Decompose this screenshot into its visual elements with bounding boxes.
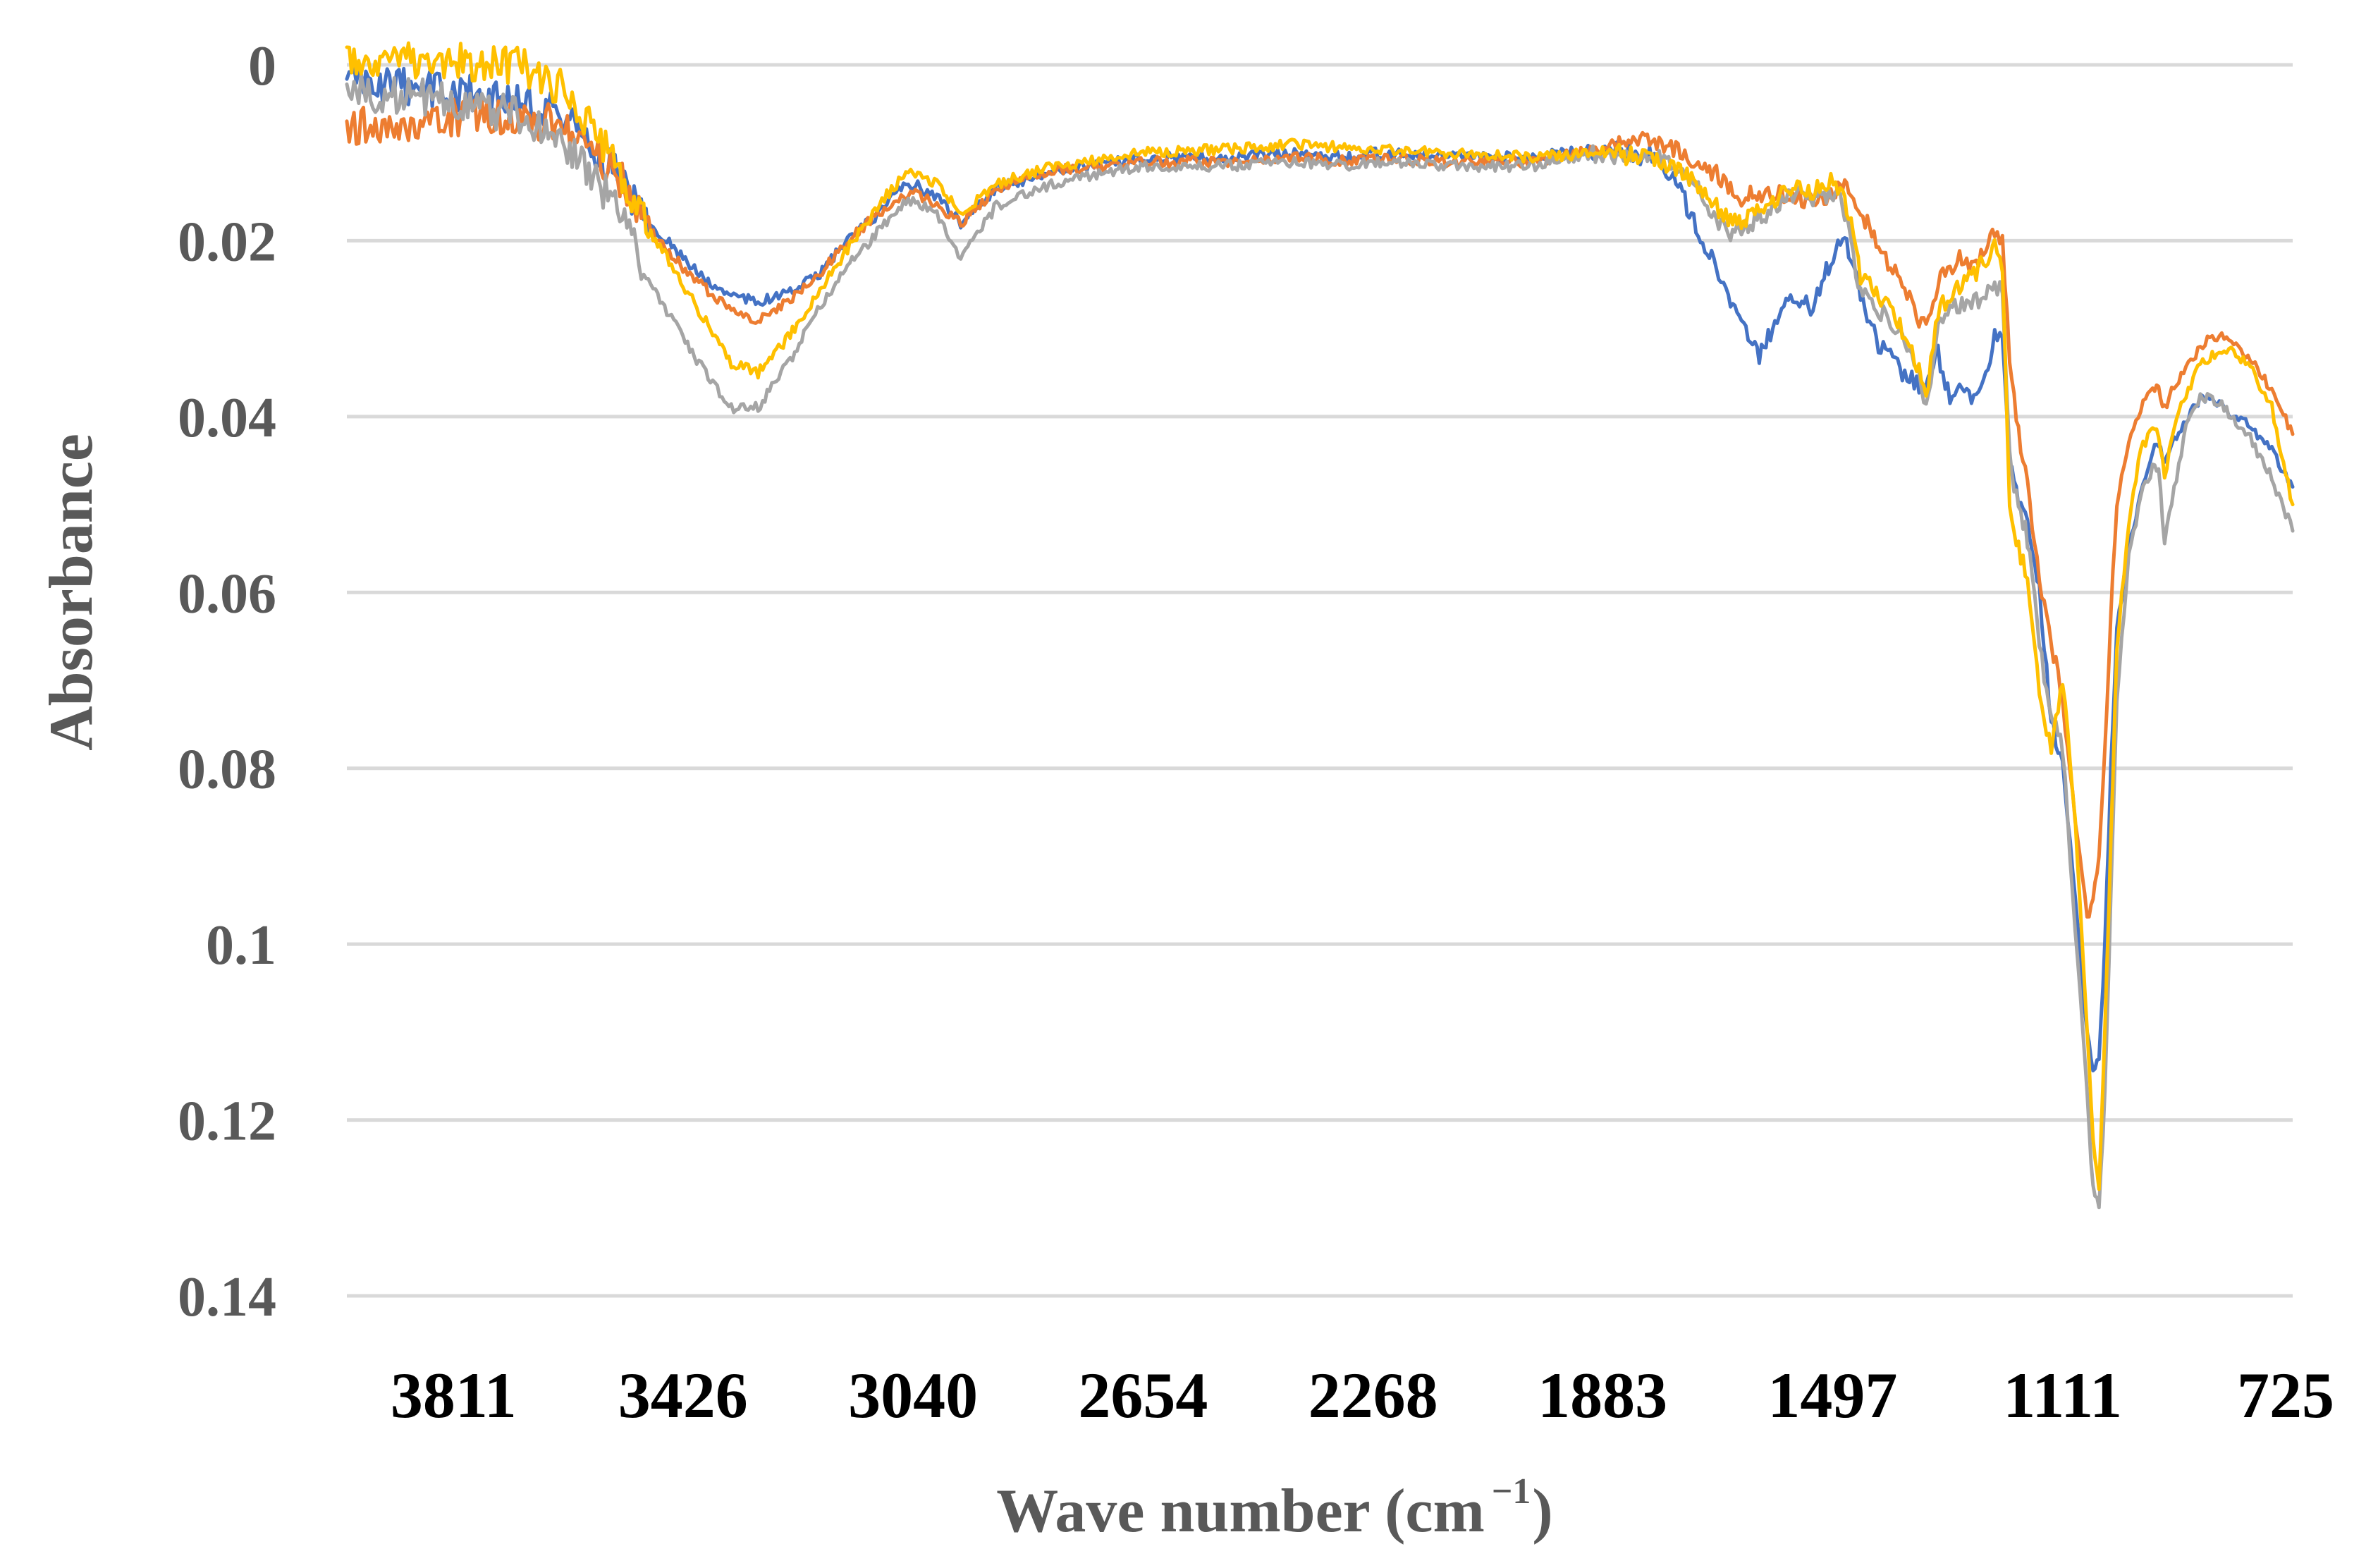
x-tick-label: 2654 bbox=[1078, 1359, 1208, 1431]
x-axis-title: Wave number (cm −1) bbox=[996, 1471, 1552, 1545]
x-tick-label: 1497 bbox=[1767, 1359, 1897, 1431]
x-tick-label: 725 bbox=[2237, 1359, 2334, 1431]
x-axis-title-text: Wave number (cm bbox=[996, 1477, 1485, 1545]
spectrum-series-line bbox=[345, 97, 2295, 919]
x-axis-title-superscript: −1 bbox=[1492, 1471, 1531, 1512]
y-tick-label: 0.1 bbox=[206, 914, 276, 976]
y-tick-label: 0.02 bbox=[178, 211, 276, 273]
y-axis-title: Absorbance bbox=[37, 434, 106, 751]
x-tick-label: 3426 bbox=[618, 1359, 748, 1431]
x-tick-label: 3811 bbox=[391, 1359, 517, 1431]
spectrum-series-line bbox=[345, 41, 2295, 1192]
y-tick-label: 0.04 bbox=[178, 387, 276, 449]
x-tick-label: 1111 bbox=[2003, 1359, 2122, 1431]
y-tick-label: 0.06 bbox=[178, 563, 276, 625]
y-tick-label: 0.14 bbox=[178, 1266, 276, 1328]
y-tick-label: 0 bbox=[248, 35, 276, 97]
y-axis-ticks: 0 0.02 0.04 0.06 0.08 0.1 0.12 0.14 bbox=[178, 35, 276, 1328]
x-tick-label: 2268 bbox=[1308, 1359, 1438, 1431]
spectrum-series-line bbox=[345, 73, 2295, 1210]
x-axis-title-close: ) bbox=[1532, 1477, 1552, 1545]
y-tick-label: 0.08 bbox=[178, 739, 276, 801]
x-tick-label: 1883 bbox=[1538, 1359, 1667, 1431]
spectrum-series-line bbox=[345, 65, 2295, 1073]
x-tick-label: 3040 bbox=[848, 1359, 978, 1431]
x-axis-ticks: 3811 3426 3040 2654 2268 1883 1497 1111 725 bbox=[391, 1359, 2334, 1431]
series-lines bbox=[345, 41, 2295, 1210]
y-tick-label: 0.12 bbox=[178, 1091, 276, 1153]
